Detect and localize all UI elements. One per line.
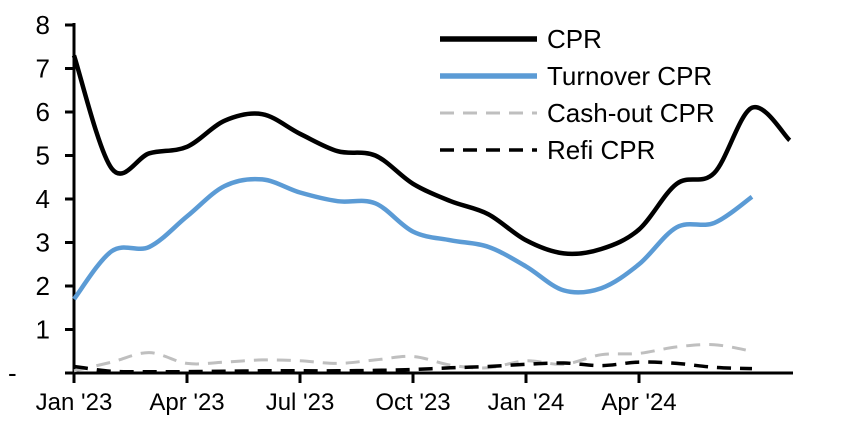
y-tick-label: 4 [36, 184, 50, 214]
legend-item-cash-out-cpr: Cash-out CPR [440, 94, 715, 131]
x-tick-label: Apr '24 [601, 389, 676, 416]
series-line-refi-cpr [73, 360, 753, 374]
y-tick-label: 1 [36, 315, 50, 345]
y-tick-label: - [8, 358, 17, 388]
legend-line-swatch [440, 72, 537, 79]
series-line-cash-out-cpr [73, 343, 753, 373]
legend-label-turnover-cpr: Turnover CPR [547, 60, 713, 91]
legend-label-refi-cpr: Refi CPR [547, 134, 656, 165]
y-tick-label: 8 [36, 10, 50, 40]
legend-line-swatch [440, 147, 537, 152]
y-tick-label: 5 [36, 141, 50, 171]
y-tick-label: 3 [36, 228, 50, 258]
y-tick-label: 7 [36, 54, 50, 84]
x-tick-label: Jan '23 [36, 389, 113, 416]
legend-line-swatch [440, 35, 537, 42]
legend-item-cpr: CPR [440, 20, 715, 57]
series-line-turnover-cpr [72, 176, 754, 301]
x-tick-label: Jul '23 [266, 389, 335, 416]
legend-item-refi-cpr: Refi CPR [440, 131, 715, 168]
legend: CPR Turnover CPR Cash-out CPR Refi CPR [440, 20, 715, 168]
legend-label-cpr: CPR [547, 23, 602, 54]
x-tick-label: Oct '23 [375, 389, 450, 416]
x-tick-label: Apr '23 [149, 389, 224, 416]
series-line-cpr [71, 54, 792, 257]
y-tick-label: 2 [36, 271, 50, 301]
legend-line-swatch [440, 111, 537, 114]
legend-item-turnover-cpr: Turnover CPR [440, 57, 715, 94]
x-tick-label: Jan '24 [488, 389, 565, 416]
y-tick-label: 6 [36, 97, 50, 127]
legend-label-cash-out-cpr: Cash-out CPR [547, 97, 715, 128]
